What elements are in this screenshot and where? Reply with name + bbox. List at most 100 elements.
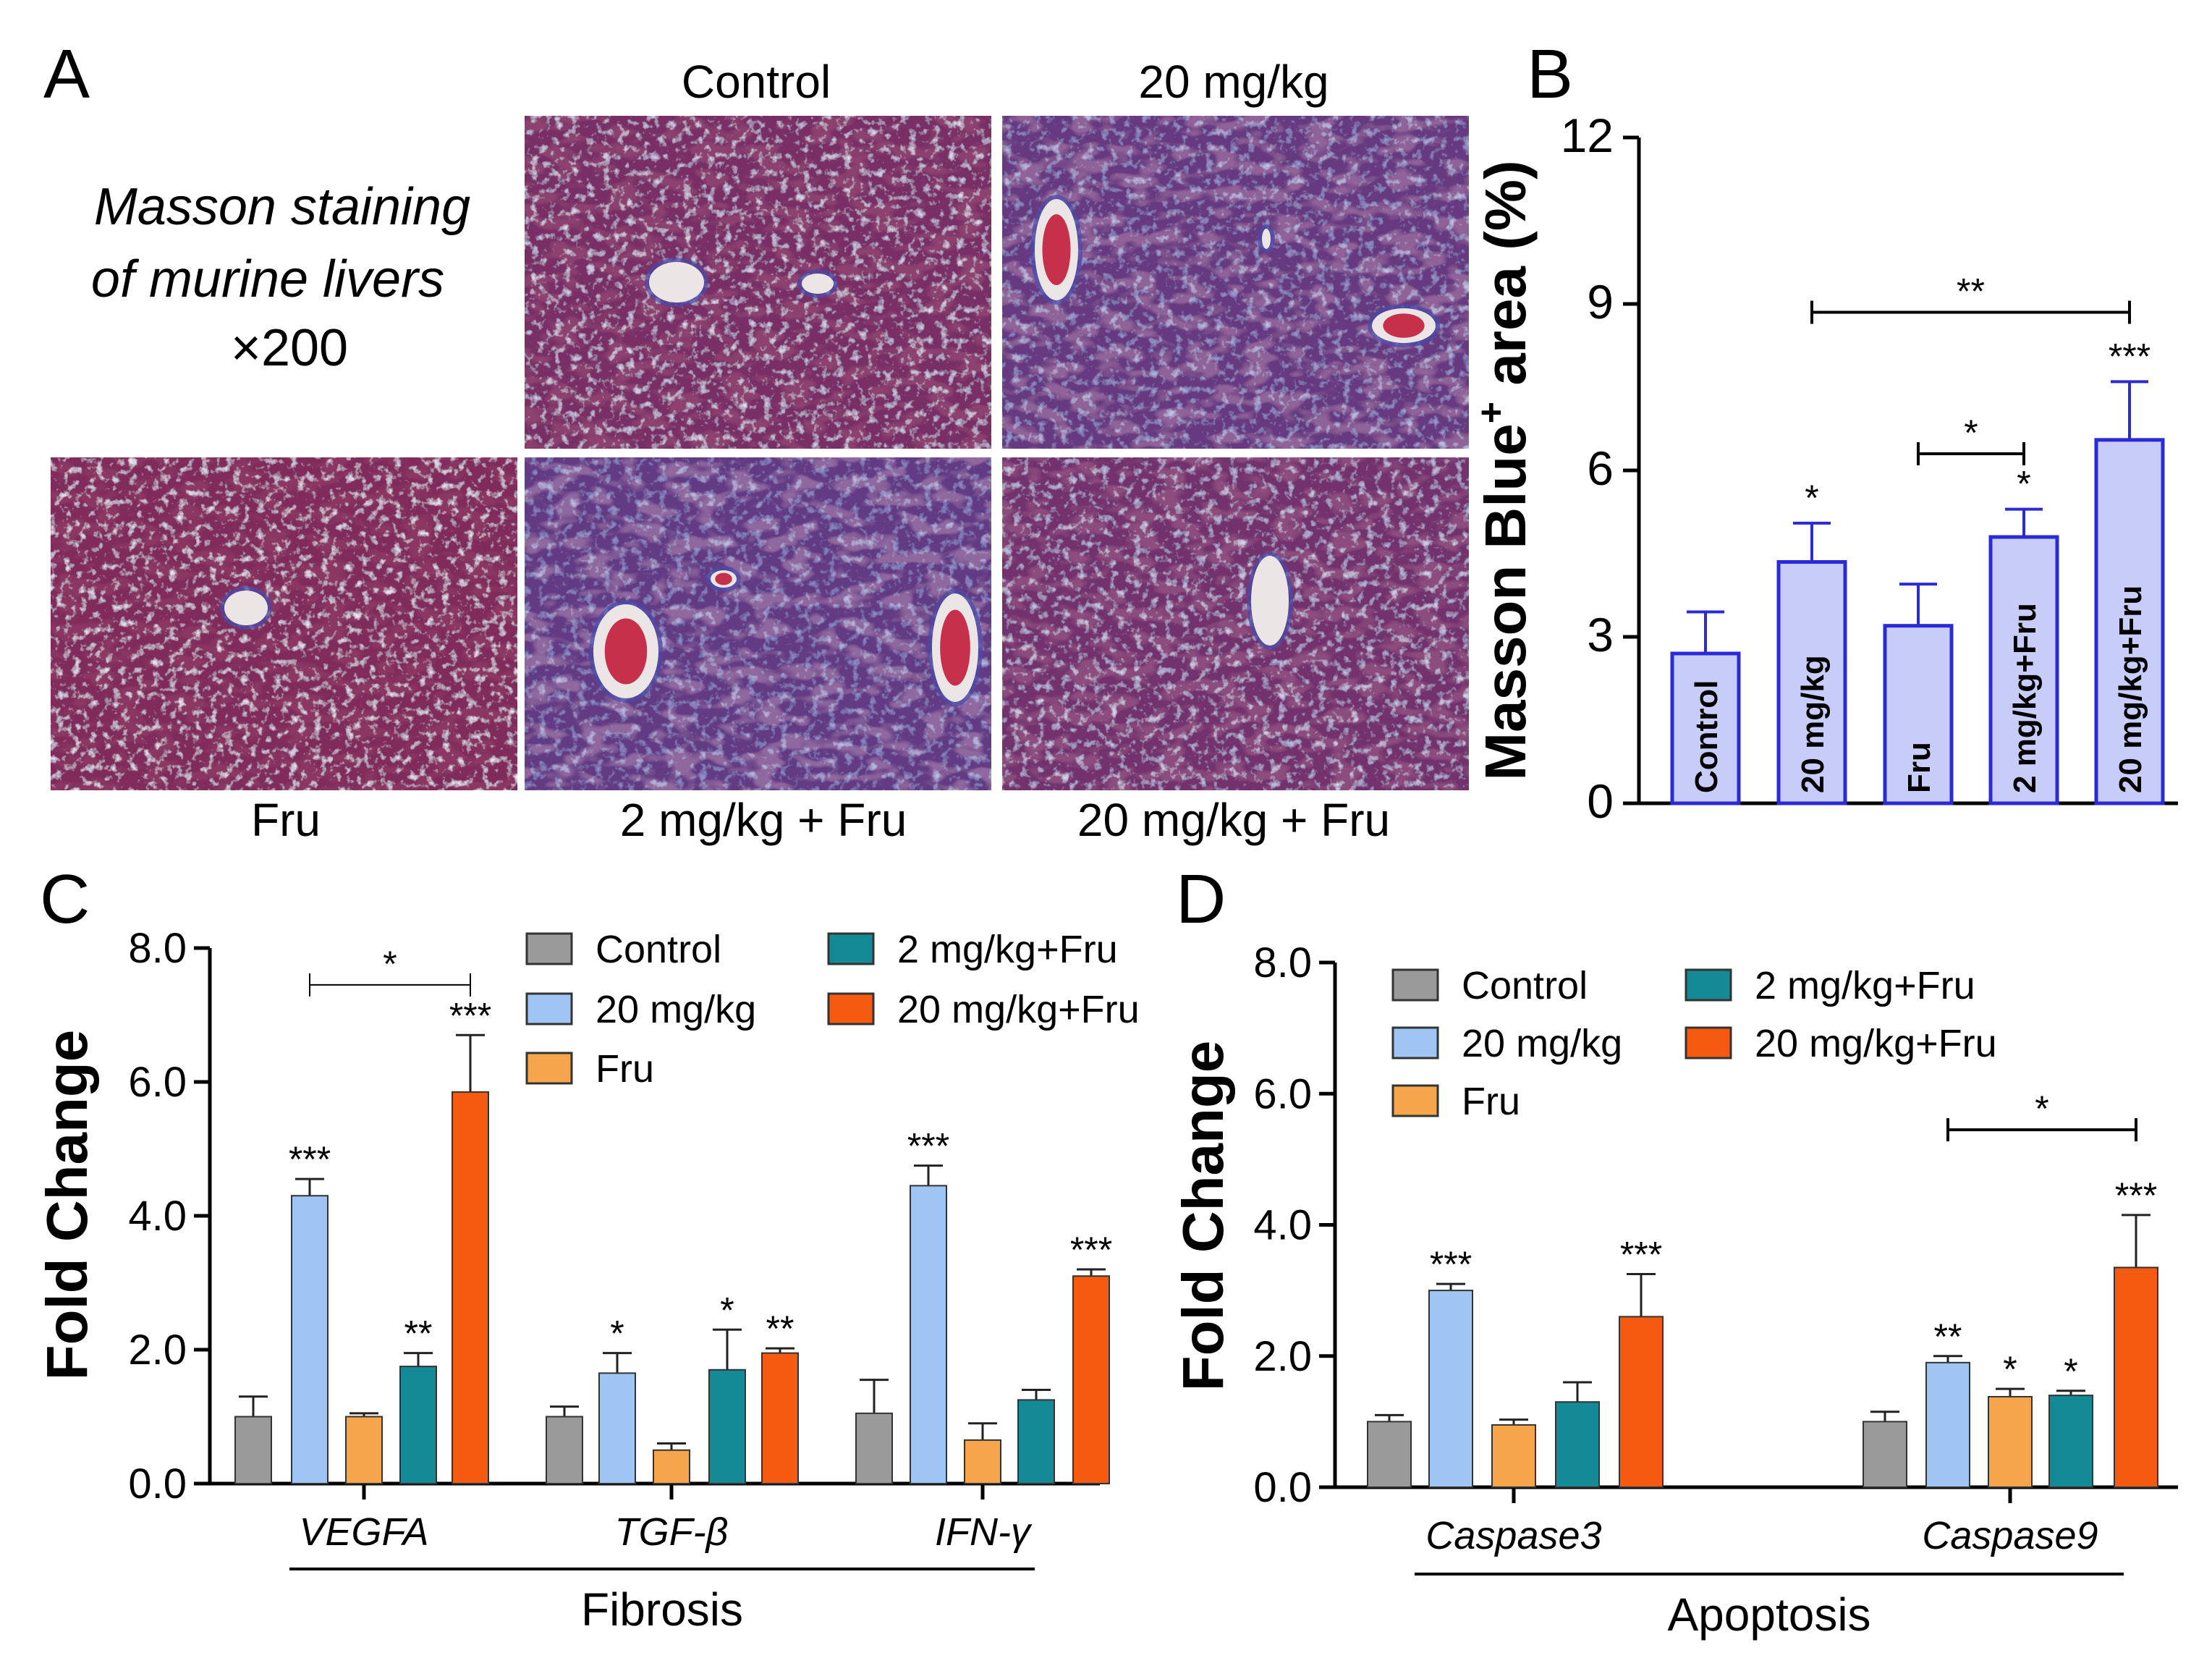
y-tick-label: 0: [1587, 774, 1614, 828]
bar-control: [1670, 651, 1741, 805]
panel-letter-b: B: [1527, 35, 1573, 113]
significance-marker: *: [720, 1290, 734, 1330]
significance-marker: ***: [2115, 1175, 2157, 1216]
significance-marker: **: [404, 1314, 433, 1354]
bar-20mgkg: [910, 1185, 947, 1484]
bar-control: [855, 1412, 893, 1484]
y-tick-label: 4.0: [128, 1193, 187, 1240]
bar-20mgkg-fru: [2094, 438, 2165, 805]
significance-marker: ***: [289, 1139, 331, 1180]
y-tick-label: 6.0: [128, 1059, 187, 1106]
significance-marker: *: [610, 1314, 624, 1354]
panel-a-caption-line2: of murine livers: [91, 250, 444, 308]
legend-label-20mgkg: 20 mg/kg: [1462, 1022, 1622, 1065]
bar-2mgkg-fru: [708, 1369, 746, 1484]
group-label: Caspase3: [1425, 1514, 1601, 1557]
bar-fru: [964, 1439, 1001, 1484]
bracket-label: *: [1964, 413, 1978, 453]
blood-cells: [1042, 214, 1071, 285]
bar-control: [546, 1416, 583, 1484]
panel-c-y-axis-title: Fold Change: [35, 1030, 99, 1380]
legend-swatch-fru: [1391, 1084, 1439, 1117]
legend-swatch-control: [525, 932, 573, 965]
micrograph-label-20mgkg-fru: 20 mg/kg + Fru: [1077, 794, 1390, 846]
vessel-lumen: [1262, 229, 1271, 249]
legend-label-20mgkg-fru: 20 mg/kg+Fru: [1755, 1022, 1997, 1065]
bar-category-label: 2 mg/kg+Fru: [2007, 603, 2043, 793]
y-tick-label: 0.0: [128, 1460, 187, 1507]
bar-control: [234, 1416, 272, 1484]
vessel-lumen: [1251, 556, 1289, 646]
legend-label-fru: Fru: [596, 1047, 654, 1091]
blood-cells: [940, 609, 970, 686]
y-tick-label: 8.0: [1253, 939, 1312, 986]
significance-marker: *: [1805, 478, 1818, 518]
legend-label-2mgkg-fru: 2 mg/kg+Fru: [897, 928, 1118, 971]
micrograph-20mgkg-fru: [1002, 457, 1469, 790]
significance-marker: ***: [1620, 1234, 1662, 1274]
micrograph-control: [525, 116, 991, 449]
y-tick-label: 12: [1561, 109, 1614, 162]
blood-cells: [604, 618, 648, 685]
legend-label-fru: Fru: [1462, 1080, 1520, 1123]
micrograph-grid: [51, 116, 1469, 790]
vessel-lumen: [224, 591, 268, 625]
group-label: TGF-β: [615, 1510, 729, 1554]
legend-swatch-control: [1391, 968, 1439, 1002]
vessel-lumen: [802, 274, 834, 294]
bar-20mgkg: [1776, 560, 1847, 805]
legend-swatch-20mgkg-fru: [1685, 1026, 1732, 1059]
legend-swatch-20mgkg: [525, 992, 573, 1025]
panel-a: A Masson staining of murine livers ×200 …: [43, 35, 1469, 846]
legend-label-control: Control: [1462, 964, 1588, 1007]
group-title: Fibrosis: [581, 1583, 743, 1636]
bar-20mgkg: [1428, 1290, 1473, 1488]
micrograph-label-2mgkg-fru: 2 mg/kg + Fru: [620, 794, 907, 846]
legend-label-20mgkg-fru: 20 mg/kg+Fru: [897, 988, 1140, 1031]
legend-swatch-2mgkg-fru: [1685, 968, 1732, 1002]
y-tick-label: 0.0: [1253, 1464, 1312, 1511]
micrograph-2mgkg-fru: [525, 457, 991, 790]
bar-2mgkg-fru: [1555, 1401, 1600, 1488]
bracket-label: *: [383, 944, 397, 984]
bar-20mgkg: [1925, 1361, 1970, 1488]
significance-marker: ***: [1070, 1230, 1112, 1270]
group-label: Caspase9: [1922, 1514, 2098, 1557]
panel-a-magnification: ×200: [231, 319, 348, 377]
bar-control: [1863, 1421, 1907, 1488]
vessel-lumen: [649, 262, 704, 303]
bar-fru: [1988, 1395, 2033, 1488]
micrograph-label-control: Control: [682, 56, 831, 108]
collagen-staining: [51, 457, 517, 790]
significance-marker: ***: [1430, 1244, 1472, 1285]
y-tick-label: 6: [1587, 441, 1614, 495]
bar-2mgkg-fru: [1988, 535, 2059, 805]
micrograph-label-fru: Fru: [251, 794, 321, 846]
bar-20mgkg: [598, 1372, 636, 1484]
bar-category-label: 20 mg/kg: [1795, 655, 1831, 793]
bar-20mgkg-fru: [1619, 1316, 1664, 1488]
collagen-staining: [525, 457, 991, 790]
panel-c-chart: C Fold Change 0.02.04.06.08.0VEGFA******…: [35, 860, 1140, 1636]
group-title: Apoptosis: [1667, 1589, 1870, 1641]
group-label: VEGFA: [299, 1510, 428, 1554]
legend-label-20mgkg: 20 mg/kg: [596, 988, 756, 1031]
y-tick-label: 2.0: [128, 1327, 187, 1374]
bar-category-label: Fru: [1902, 742, 1937, 793]
panel-b-y-axis-title: Masson Blue+ area (%): [1470, 160, 1538, 780]
collagen-staining: [1002, 457, 1469, 790]
significance-marker: ***: [449, 995, 491, 1036]
panel-a-caption-line1: Masson staining: [94, 178, 470, 236]
panel-b-chart: B Masson Blue+ area (%) 0 3 6 9 12 Control 20 …: [1470, 35, 2178, 828]
bar-category-label: Control: [1689, 680, 1724, 793]
y-tick-label: 6.0: [1253, 1070, 1312, 1117]
bar-20mgkg: [291, 1195, 329, 1484]
bar-2mgkg-fru: [2048, 1395, 2093, 1488]
bar-fru: [1883, 624, 1954, 805]
micrograph-label-20mgkg: 20 mg/kg: [1138, 56, 1329, 108]
legend-swatch-20mgkg: [1391, 1026, 1439, 1059]
bar-20mgkg-fru: [761, 1352, 799, 1484]
significance-marker: *: [2017, 464, 2030, 504]
panel-letter-c: C: [40, 860, 90, 938]
bar-fru: [1491, 1424, 1536, 1488]
